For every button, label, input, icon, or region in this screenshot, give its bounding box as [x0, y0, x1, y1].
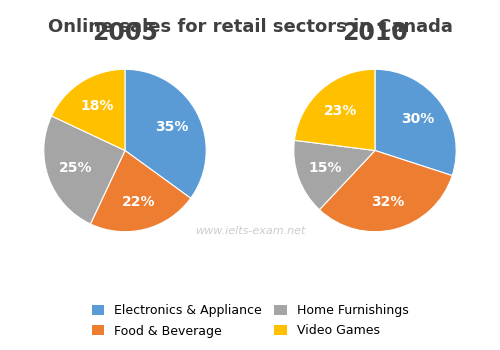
Text: Online sales for retail sectors in Canada: Online sales for retail sectors in Canad…	[48, 18, 452, 35]
Text: 18%: 18%	[80, 99, 114, 113]
Text: 23%: 23%	[324, 104, 357, 118]
Wedge shape	[294, 69, 375, 150]
Text: 32%: 32%	[372, 195, 405, 209]
Text: www.ielts-exam.net: www.ielts-exam.net	[195, 226, 305, 236]
Text: 35%: 35%	[156, 120, 188, 134]
Wedge shape	[375, 69, 456, 176]
Wedge shape	[44, 116, 125, 224]
Wedge shape	[52, 69, 125, 150]
Wedge shape	[320, 150, 452, 232]
Text: 22%: 22%	[122, 195, 155, 209]
Text: 2005: 2005	[92, 21, 158, 46]
Wedge shape	[125, 69, 206, 198]
Text: 30%: 30%	[401, 112, 434, 126]
Text: 25%: 25%	[58, 161, 92, 175]
Text: 15%: 15%	[308, 161, 342, 175]
Legend: Electronics & Appliance, Food & Beverage, Home Furnishings, Video Games: Electronics & Appliance, Food & Beverage…	[85, 298, 415, 344]
Wedge shape	[90, 150, 190, 232]
Text: 2010: 2010	[342, 21, 408, 46]
Wedge shape	[294, 140, 375, 210]
